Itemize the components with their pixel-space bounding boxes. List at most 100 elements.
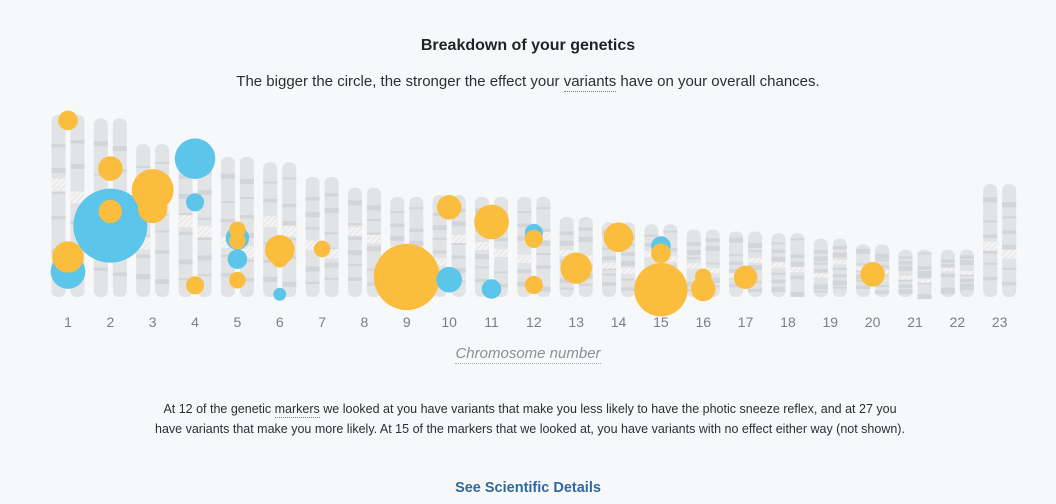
chromosome-band bbox=[832, 280, 847, 286]
chromosome-hatch bbox=[517, 254, 532, 263]
chromosome-band bbox=[347, 223, 362, 225]
chromosome-band bbox=[197, 217, 212, 220]
chromosome-band bbox=[771, 242, 786, 245]
x-tick-label: 21 bbox=[907, 314, 923, 330]
variant-marker-more-likely[interactable] bbox=[98, 199, 123, 224]
variant-marker-more-likely[interactable] bbox=[634, 263, 688, 317]
chromosome-hatch bbox=[305, 240, 320, 251]
chromosome-band bbox=[832, 246, 847, 250]
variant-marker-more-likely[interactable] bbox=[603, 222, 634, 253]
variant-marker-more-likely[interactable] bbox=[564, 256, 588, 280]
chromosome-band bbox=[856, 263, 871, 266]
chromosome-band bbox=[959, 278, 974, 283]
chromosome-band bbox=[621, 252, 636, 256]
chromosome-hatch bbox=[366, 234, 381, 244]
chromosome-band bbox=[832, 267, 847, 270]
chromosome-band bbox=[917, 294, 932, 300]
chromosome-hatch bbox=[70, 191, 85, 204]
variant-marker-less-likely[interactable] bbox=[73, 188, 148, 263]
variant-marker-more-likely[interactable] bbox=[694, 268, 712, 286]
x-tick-label: 18 bbox=[780, 314, 796, 330]
chromosome-band bbox=[875, 259, 890, 262]
x-tick-label: 4 bbox=[191, 314, 199, 330]
chromosome-band bbox=[324, 208, 339, 214]
chromosome-band bbox=[832, 286, 847, 289]
see-scientific-details-link[interactable]: See Scientific Details bbox=[455, 480, 601, 496]
chromosome-band bbox=[621, 287, 636, 291]
chromosome-band bbox=[178, 175, 193, 179]
chromosome-band bbox=[390, 235, 405, 241]
variant-marker-more-likely[interactable] bbox=[313, 240, 331, 258]
chromosome-band bbox=[686, 249, 701, 255]
variant-marker-more-likely[interactable] bbox=[860, 262, 885, 287]
variant-marker-more-likely[interactable] bbox=[651, 243, 671, 264]
chromosome-band bbox=[790, 254, 805, 258]
markers-term-link[interactable]: markers bbox=[274, 402, 320, 418]
chromosome-band bbox=[663, 248, 678, 252]
chromosome-band bbox=[282, 221, 297, 227]
variant-marker-more-likely[interactable] bbox=[52, 241, 84, 273]
variant-marker-more-likely[interactable] bbox=[474, 204, 509, 240]
chromosome-band bbox=[621, 278, 636, 281]
variant-marker-less-likely[interactable] bbox=[481, 279, 502, 299]
x-tick-label: 7 bbox=[318, 314, 326, 330]
chromatid bbox=[305, 176, 320, 297]
chromosome-band bbox=[263, 181, 278, 184]
chromosome-hatch bbox=[898, 275, 913, 280]
chromosome-band bbox=[959, 255, 974, 259]
chromosome-band bbox=[602, 247, 617, 250]
x-axis-label[interactable]: Chromosome number bbox=[0, 345, 1056, 364]
chromosome-band bbox=[748, 250, 763, 253]
chromosome-band bbox=[705, 238, 720, 242]
variant-marker-more-likely[interactable] bbox=[98, 156, 123, 181]
chromosome-band bbox=[494, 283, 508, 288]
chromosome-band bbox=[898, 284, 913, 288]
chromosome-band bbox=[51, 144, 66, 148]
variant-marker-less-likely[interactable] bbox=[273, 287, 287, 301]
variant-marker-less-likely[interactable] bbox=[174, 138, 216, 179]
chromosome-band bbox=[705, 262, 720, 265]
x-tick-label: 17 bbox=[738, 314, 754, 330]
variant-marker-more-likely[interactable] bbox=[524, 229, 543, 249]
chromosome-band bbox=[178, 231, 193, 236]
chromosome-band bbox=[983, 234, 998, 239]
chromosome-band bbox=[136, 274, 151, 280]
chromatid bbox=[536, 196, 551, 297]
variant-marker-more-likely[interactable] bbox=[690, 276, 716, 302]
chromosome-band bbox=[239, 214, 254, 219]
variant-marker-more-likely[interactable] bbox=[733, 265, 758, 290]
chromosome-hatch bbox=[178, 215, 193, 228]
chromosome-band bbox=[305, 197, 320, 201]
chromosome-band bbox=[282, 177, 297, 180]
variant-marker-more-likely[interactable] bbox=[524, 275, 543, 295]
variant-marker-less-likely[interactable] bbox=[436, 266, 462, 293]
variant-marker-more-likely[interactable] bbox=[436, 195, 462, 220]
chromosome-band bbox=[155, 230, 170, 233]
variant-marker-less-likely[interactable] bbox=[185, 193, 205, 212]
variant-marker-more-likely[interactable] bbox=[271, 251, 289, 268]
chromosome-22 bbox=[940, 249, 974, 297]
x-tick-label: 8 bbox=[361, 314, 369, 330]
variant-marker-more-likely[interactable] bbox=[373, 243, 440, 311]
chromosome-band bbox=[517, 223, 532, 227]
variant-marker-less-likely[interactable] bbox=[227, 249, 248, 269]
chromosome-band bbox=[494, 237, 508, 242]
chromosome-band bbox=[578, 227, 593, 231]
variant-marker-more-likely[interactable] bbox=[58, 110, 78, 131]
chromosome-band bbox=[790, 261, 805, 267]
chromosome-band bbox=[475, 254, 489, 260]
chromosome-band bbox=[347, 277, 362, 281]
chromosome-band bbox=[305, 266, 320, 272]
variant-marker-more-likely[interactable] bbox=[137, 193, 168, 224]
chromosome-7 bbox=[305, 176, 339, 297]
chromosome-band bbox=[940, 292, 955, 295]
variant-marker-more-likely[interactable] bbox=[229, 271, 246, 289]
variants-term-link[interactable]: variants bbox=[563, 73, 617, 92]
chromosome-band bbox=[559, 287, 574, 290]
variant-marker-more-likely[interactable] bbox=[229, 232, 246, 250]
chromosome-hatch bbox=[705, 268, 720, 274]
chromosome-band bbox=[578, 236, 593, 242]
variant-marker-more-likely[interactable] bbox=[185, 276, 205, 295]
chromosome-number-term[interactable]: Chromosome number bbox=[455, 345, 601, 364]
chromosome-band bbox=[305, 227, 320, 230]
